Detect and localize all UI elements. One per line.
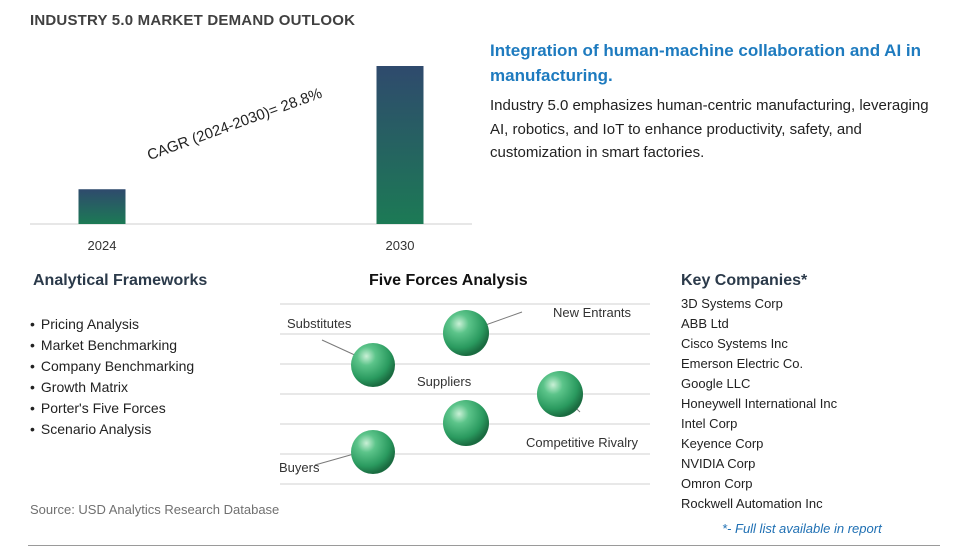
tick-label-2024: 2024 — [88, 238, 117, 253]
five-forces-title: Five Forces Analysis — [369, 272, 528, 289]
label-new-entrants: New Entrants — [553, 305, 632, 320]
list-item: Omron Corp — [681, 476, 753, 491]
tick-label-2030: 2030 — [386, 238, 415, 253]
bar-2024 — [78, 189, 126, 224]
label-suppliers: Suppliers — [417, 374, 472, 389]
bar-chart: 2024 2030 — [30, 66, 472, 253]
list-item: Rockwell Automation Inc — [681, 496, 823, 511]
sphere-competitive-rivalry — [537, 371, 583, 417]
page-title: INDUSTRY 5.0 MARKET DEMAND OUTLOOK — [30, 12, 356, 29]
list-item: Google LLC — [681, 376, 751, 391]
list-item: Scenario Analysis — [28, 419, 194, 440]
bar-2030 — [376, 66, 424, 224]
list-item: Pricing Analysis — [28, 314, 194, 335]
sphere-substitutes — [351, 343, 395, 387]
list-item: Cisco Systems Inc — [681, 336, 788, 351]
description: Industry 5.0 emphasizes human-centric ma… — [490, 97, 929, 161]
key-companies-title: Key Companies* — [681, 272, 808, 289]
five-forces-diagram — [280, 303, 650, 485]
list-item: Porter's Five Forces — [28, 398, 194, 419]
footnote: *- Full list available in report — [722, 521, 882, 536]
list-item: ABB Ltd — [681, 316, 729, 331]
sphere-buyers — [351, 430, 395, 474]
label-substitutes: Substitutes — [287, 316, 352, 331]
headline: Integration of human-machine collaborati… — [490, 41, 922, 85]
list-item: Growth Matrix — [28, 377, 194, 398]
sphere-new-entrants — [443, 310, 489, 356]
source-note: Source: USD Analytics Research Database — [30, 502, 280, 517]
list-item: Market Benchmarking — [28, 335, 194, 356]
list-item: Emerson Electric Co. — [681, 356, 804, 371]
analytical-frameworks-title: Analytical Frameworks — [33, 272, 208, 289]
list-item: NVIDIA Corp — [681, 456, 756, 471]
list-item: Honeywell International Inc — [681, 396, 838, 411]
list-item: Company Benchmarking — [28, 356, 194, 377]
list-item: 3D Systems Corp — [681, 296, 783, 311]
label-buyers: Buyers — [279, 460, 320, 475]
sphere-suppliers — [443, 400, 489, 446]
key-companies-list: 3D Systems Corp ABB Ltd Cisco Systems In… — [681, 294, 837, 514]
list-item: Intel Corp — [681, 416, 738, 431]
bottom-divider — [28, 545, 940, 546]
list-item: Keyence Corp — [681, 436, 764, 451]
label-competitive-rivalry: Competitive Rivalry — [526, 435, 638, 450]
analytical-frameworks-list: Pricing Analysis Market Benchmarking Com… — [28, 314, 194, 440]
